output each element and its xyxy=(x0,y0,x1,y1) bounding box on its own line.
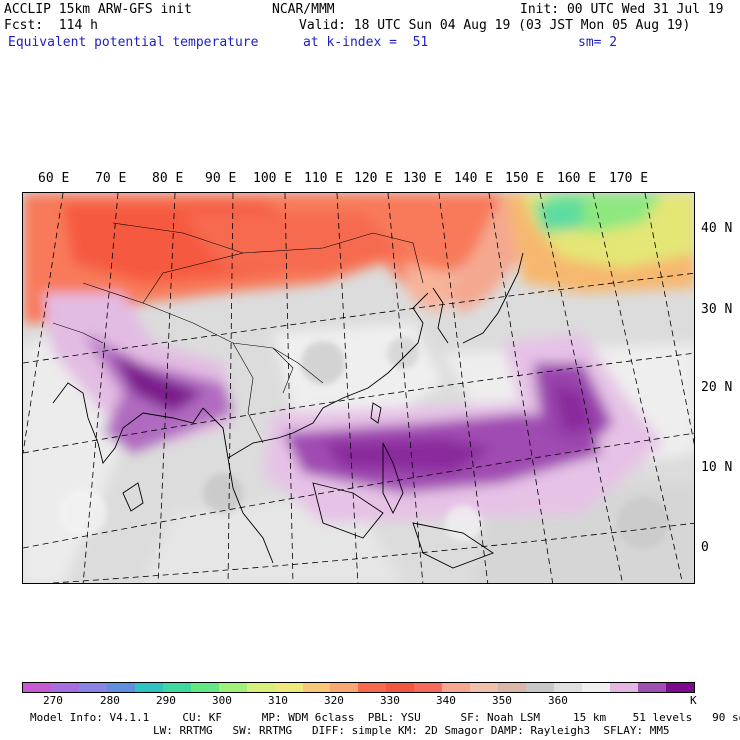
lon-label-130e: 130 E xyxy=(403,171,443,186)
organization-label: NCAR/MMM xyxy=(272,2,335,17)
colorbar-swatch xyxy=(386,683,415,692)
colorbar-swatch xyxy=(554,683,583,692)
colorbar-swatch xyxy=(50,683,79,692)
colorbar-swatch xyxy=(665,683,694,692)
model-info-line1: Model Info: V4.1.1 CU: KF MP: WDM 6class… xyxy=(30,711,740,724)
colorbar-label-280: 280 xyxy=(100,694,120,707)
colorbar-swatch xyxy=(134,683,163,692)
colorbar-label-300: 300 xyxy=(212,694,232,707)
colorbar xyxy=(22,682,695,693)
colorbar-label-290: 290 xyxy=(156,694,176,707)
lon-label-110e: 110 E xyxy=(304,171,344,186)
colorbar-swatch xyxy=(637,683,666,692)
colorbar-label-270: 270 xyxy=(43,694,63,707)
lat-label-30n: 30 N xyxy=(701,302,733,317)
map-field xyxy=(23,193,694,583)
colorbar-swatch xyxy=(106,683,135,692)
lon-label-120e: 120 E xyxy=(354,171,394,186)
colorbar-swatch xyxy=(498,683,527,692)
colorbar-label-350: 350 xyxy=(492,694,512,707)
level-index: at k-index = 51 xyxy=(303,35,429,50)
lon-label-80e: 80 E xyxy=(152,171,184,186)
forecast-hour: Fcst: 114 h xyxy=(4,18,98,33)
lat-label-20n: 20 N xyxy=(701,380,733,395)
field-name: Equivalent potential temperature xyxy=(8,35,259,50)
colorbar-swatch xyxy=(470,683,499,692)
colorbar-swatch xyxy=(610,683,638,692)
lon-label-160e: 160 E xyxy=(557,171,597,186)
colorbar-swatch xyxy=(23,683,51,692)
map-panel xyxy=(22,192,695,584)
colorbar-swatch xyxy=(526,683,555,692)
lon-label-60e: 60 E xyxy=(38,171,70,186)
colorbar-swatch xyxy=(442,683,471,692)
lon-label-90e: 90 E xyxy=(205,171,237,186)
model-title: ACCLIP 15km ARW-GFS init xyxy=(4,2,192,17)
colorbar-swatch xyxy=(218,683,247,692)
lon-label-150e: 150 E xyxy=(505,171,545,186)
colorbar-swatch xyxy=(414,683,443,692)
lon-label-100e: 100 E xyxy=(253,171,293,186)
colorbar-swatch xyxy=(302,683,331,692)
lat-label-10n: 10 N xyxy=(701,460,733,475)
colorbar-label-330: 330 xyxy=(380,694,400,707)
smoothing-label: sm= 2 xyxy=(578,35,618,50)
colorbar-swatch xyxy=(190,683,219,692)
colorbar-swatch xyxy=(274,683,303,692)
model-info-line2: LW: RRTMG SW: RRTMG DIFF: simple KM: 2D … xyxy=(153,724,670,737)
lon-label-140e: 140 E xyxy=(454,171,494,186)
lat-label-40n: 40 N xyxy=(701,221,733,236)
init-time: Init: 00 UTC Wed 31 Jul 19 xyxy=(520,2,724,17)
valid-time: Valid: 18 UTC Sun 04 Aug 19 (03 JST Mon … xyxy=(299,18,691,33)
colorbar-label-310: 310 xyxy=(268,694,288,707)
colorbar-swatch xyxy=(358,683,387,692)
lon-label-170e: 170 E xyxy=(609,171,649,186)
colorbar-swatch xyxy=(330,683,359,692)
colorbar-swatch xyxy=(78,683,107,692)
colorbar-swatch xyxy=(582,683,611,692)
colorbar-label-320: 320 xyxy=(324,694,344,707)
colorbar-label-340: 340 xyxy=(436,694,456,707)
lon-label-70e: 70 E xyxy=(95,171,127,186)
lat-label-0: 0 xyxy=(701,540,709,555)
colorbar-unit: K xyxy=(690,694,697,707)
colorbar-swatch xyxy=(162,683,191,692)
colorbar-swatch xyxy=(246,683,275,692)
colorbar-label-360: 360 xyxy=(548,694,568,707)
